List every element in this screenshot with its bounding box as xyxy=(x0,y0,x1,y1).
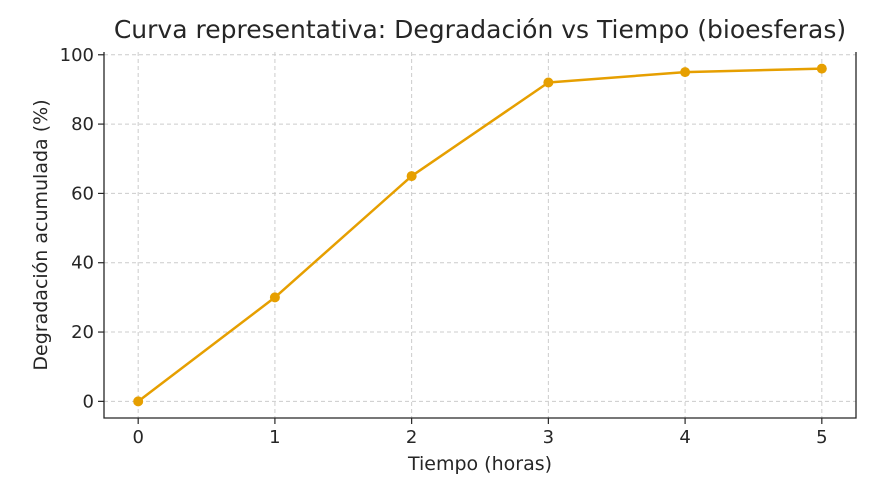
x-tick-label: 2 xyxy=(406,427,417,448)
y-tick-label: 60 xyxy=(71,183,94,204)
data-point xyxy=(816,63,827,74)
y-tick-label: 100 xyxy=(60,45,94,66)
data-point xyxy=(680,67,691,78)
x-tick-label: 1 xyxy=(269,427,280,448)
data-point xyxy=(406,171,417,182)
axes-layer xyxy=(103,52,857,419)
series-line xyxy=(137,67,822,403)
y-axis-label: Degradación acumulada (%) xyxy=(30,99,52,370)
axis-frame xyxy=(103,52,857,419)
data-point xyxy=(543,77,554,88)
y-tick-label: 40 xyxy=(71,253,94,274)
y-tick-label: 20 xyxy=(71,322,94,343)
y-tick-label: 80 xyxy=(71,114,94,135)
ticks-layer: 0 1 2 3 4 5 0 20 40 60 80 100 xyxy=(60,45,828,448)
x-tick-label: 3 xyxy=(543,427,554,448)
chart-title: Curva representativa: Degradación vs Tie… xyxy=(114,15,846,44)
x-tick-label: 0 xyxy=(132,427,143,448)
x-tick-label: 5 xyxy=(816,427,827,448)
x-axis-label: Tiempo (horas) xyxy=(407,453,552,475)
y-tick-label: 0 xyxy=(83,391,94,412)
x-tick-label: 4 xyxy=(679,427,690,448)
data-point xyxy=(133,396,144,407)
series-layer xyxy=(133,63,827,407)
data-point xyxy=(269,292,280,303)
grid-layer xyxy=(104,52,856,418)
